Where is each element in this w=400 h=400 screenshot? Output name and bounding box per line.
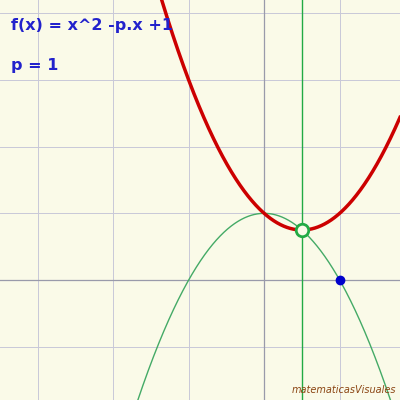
Text: f(x) = x^2 -p.x +1: f(x) = x^2 -p.x +1 [11,18,173,33]
Text: p = 1: p = 1 [11,58,59,73]
Text: matematicasVisuales: matematicasVisuales [292,385,396,395]
